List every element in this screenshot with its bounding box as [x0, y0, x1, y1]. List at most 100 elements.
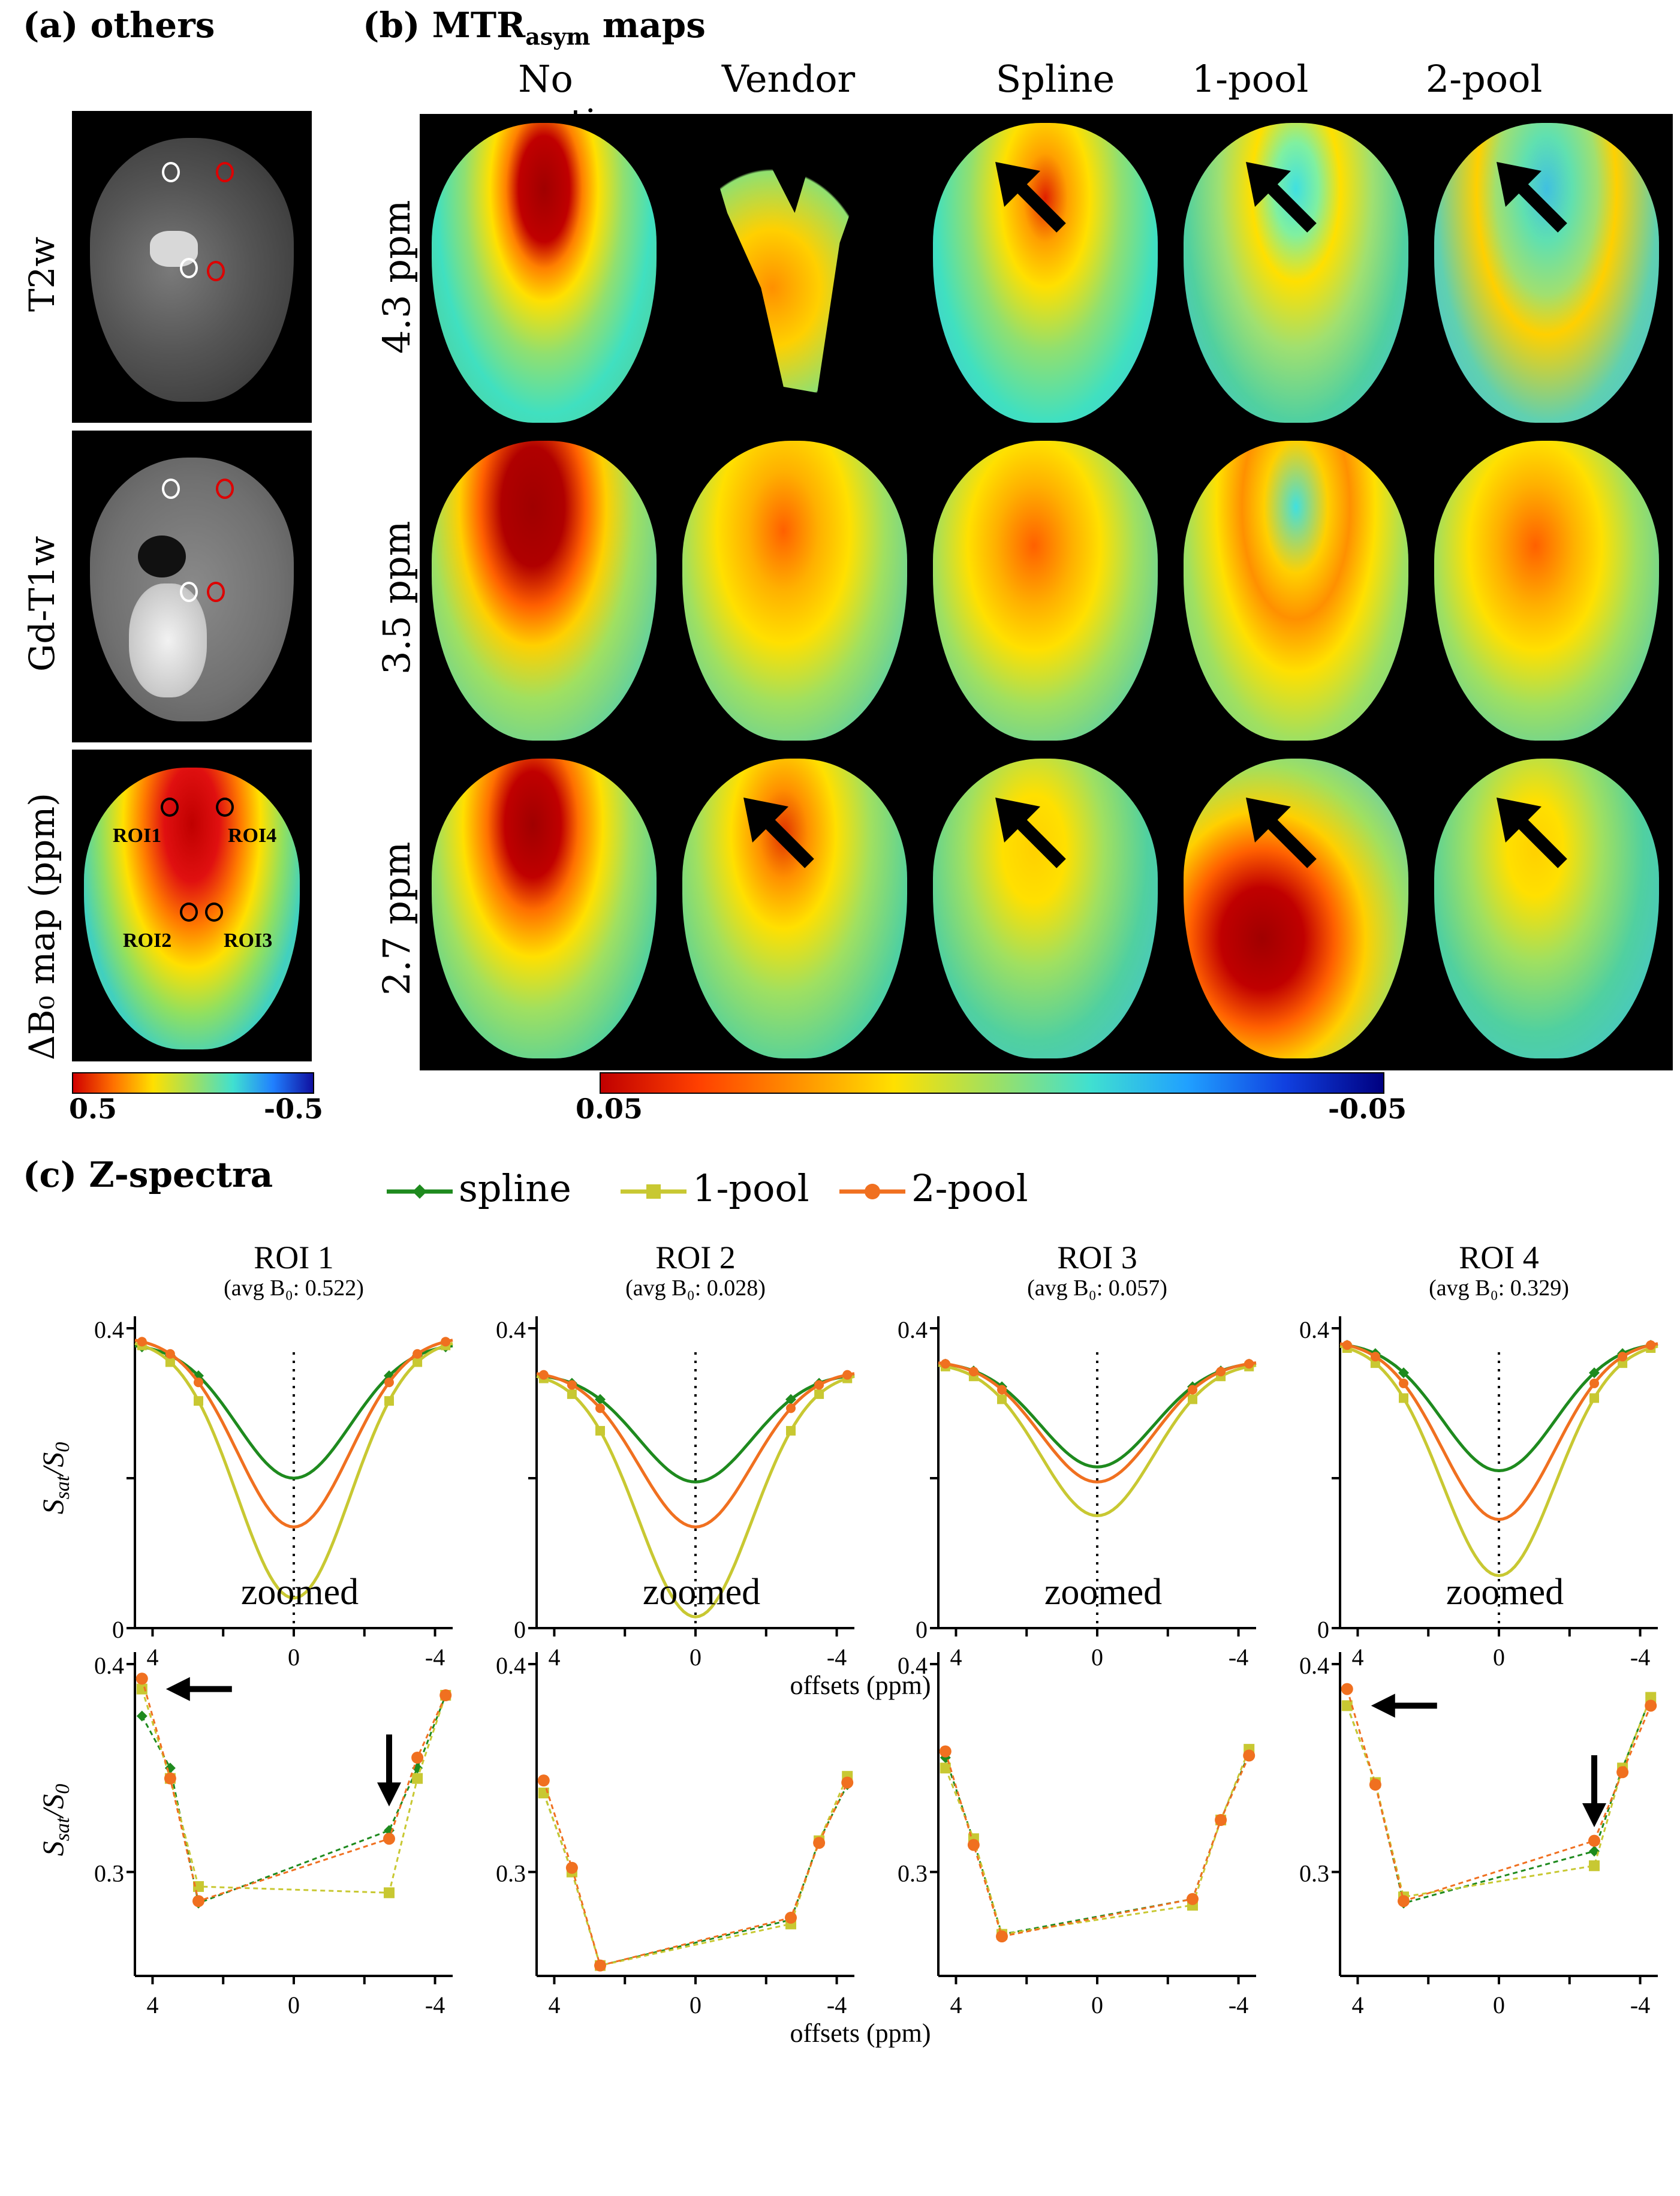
col-head-spline: Spline — [995, 57, 1115, 101]
roi-marker — [180, 903, 198, 922]
mtr-map-r2-c5 — [1434, 441, 1659, 741]
data-point-2-pool — [786, 1403, 796, 1413]
zoom-series-1-pool — [1346, 1696, 1652, 1898]
zoom-x-tick-label: 0 — [1091, 1992, 1103, 2018]
zoom-y-tick-label: 0.4 — [94, 1652, 124, 1679]
y-tick-label: 0.4 — [94, 1316, 124, 1343]
col-head-1-pool: 1-pool — [1191, 57, 1309, 101]
zoom-point-2-pool — [537, 1774, 550, 1787]
mtr-map-r2-c2 — [682, 441, 907, 741]
series-curve-spline — [536, 1374, 855, 1484]
zoom-point-2-pool — [1187, 1893, 1199, 1905]
mtr-map-r1-c5 — [1434, 123, 1659, 423]
zoom-x-tick-label: 4 — [548, 1992, 560, 2018]
zoom-point-2-pool — [594, 1959, 606, 1972]
zoom-title: zoomed — [1446, 1572, 1564, 1613]
zoom-point-2-pool — [967, 1839, 980, 1851]
series-curve-spline — [134, 1344, 453, 1480]
data-point-2-pool — [968, 1367, 979, 1377]
y-tick-label: 0.4 — [496, 1316, 526, 1343]
data-point-2-pool — [1370, 1352, 1380, 1362]
zoom-point-2-pool — [192, 1895, 204, 1908]
zoom-x-tick-label: 0 — [288, 1992, 300, 2018]
x-tick-label: -4 — [1630, 1644, 1650, 1671]
mtr-map-r1-c4 — [1184, 123, 1408, 423]
arrow-icon — [1497, 162, 1567, 233]
roi-marker — [207, 261, 225, 281]
roi-marker — [161, 798, 179, 817]
zoom-y-tick-label: 0.4 — [496, 1652, 526, 1679]
zoom-point-1-pool — [940, 1762, 951, 1774]
zoom-y-tick-label: 0.3 — [1299, 1860, 1329, 1887]
mtr-map-r2-c1 — [432, 441, 657, 741]
zoom-x-tick-label: -4 — [1630, 1992, 1650, 2018]
chart-title: ROI 4 — [1459, 1240, 1539, 1276]
mtr-map-r3-c2 — [682, 759, 907, 1058]
series-curve-1-pool — [134, 1341, 453, 1600]
zoom-point-2-pool — [939, 1745, 952, 1758]
legend-2pool-label: 2-pool — [911, 1166, 1028, 1210]
data-point-2-pool — [1244, 1359, 1254, 1369]
zoom-point-2-pool — [1341, 1683, 1353, 1695]
data-point-1-pool — [567, 1389, 577, 1399]
zoom-x-tick-label: 4 — [146, 1992, 158, 2018]
y-tick-label: 0 — [112, 1616, 124, 1643]
roi-marker — [216, 479, 234, 499]
zoom-point-spline — [136, 1710, 147, 1722]
zoom-series-1-pool — [141, 1689, 447, 1894]
x-tick-label: 4 — [548, 1644, 560, 1671]
chart-title: ROI 2 — [655, 1240, 736, 1276]
roi-marker — [205, 903, 223, 922]
data-point-1-pool — [194, 1396, 203, 1406]
x-tick-label: 0 — [1091, 1644, 1103, 1671]
zoom-point-2-pool — [1645, 1699, 1657, 1712]
data-point-2-pool — [384, 1377, 394, 1388]
roi-marker — [180, 582, 198, 602]
mtr-map-r1-c1 — [432, 123, 657, 423]
mtr-map-r2-c3 — [933, 441, 1158, 741]
arrow-icon — [377, 1782, 401, 1807]
zoom-point-2-pool — [565, 1861, 578, 1874]
zoom-series-1-pool — [543, 1776, 848, 1967]
zoom-point-1-pool — [136, 1683, 147, 1695]
y-axis-label: Ssat/S0 — [36, 1442, 74, 1515]
zoom-point-2-pool — [164, 1772, 176, 1785]
zoom-point-2-pool — [996, 1930, 1008, 1943]
zoom-title: zoomed — [643, 1572, 760, 1613]
y-tick-label: 0.4 — [898, 1316, 928, 1343]
mtr-map-r3-c5 — [1434, 759, 1659, 1058]
roi-marker — [216, 162, 234, 182]
zoom-x-tick-label: 0 — [1493, 1992, 1505, 2018]
data-point-1-pool — [1589, 1393, 1599, 1403]
x-tick-label: 4 — [950, 1644, 962, 1671]
colorbar-a-max: -0.5 — [264, 1093, 324, 1125]
zoom-series-2-pool — [543, 1780, 848, 1967]
zoom-point-1-pool — [384, 1887, 395, 1899]
arrow-icon — [1371, 1693, 1395, 1718]
series-curve-1-pool — [1339, 1344, 1658, 1578]
roi-marker — [162, 479, 180, 499]
zoom-point-2-pool — [1588, 1834, 1600, 1847]
legend-1pool-label: 1-pool — [693, 1166, 809, 1210]
roi3-label: ROI3 — [224, 929, 273, 952]
zoom-y-tick-label: 0.3 — [94, 1860, 124, 1887]
data-point-2-pool — [940, 1359, 950, 1369]
zoom-series-2-pool — [944, 1751, 1250, 1938]
x-axis-label: offsets (ppm) — [790, 1671, 931, 1700]
b0-map-image: ROI1 ROI4 ROI2 ROI3 — [72, 750, 312, 1061]
zoom-y-tick-label: 0.3 — [898, 1860, 928, 1887]
zoom-point-2-pool — [1616, 1766, 1629, 1779]
legend-1pool-marker — [646, 1184, 661, 1199]
colorbar-a-min: 0.5 — [69, 1093, 118, 1125]
data-point-2-pool — [137, 1337, 147, 1347]
series-curve-2-pool — [536, 1372, 855, 1529]
data-point-2-pool — [165, 1349, 175, 1359]
colorbar-a — [72, 1072, 314, 1094]
zoom-point-2-pool — [439, 1689, 452, 1701]
arrow-icon — [995, 798, 1066, 868]
mtr-map-r2-c4 — [1184, 441, 1408, 741]
zoom-x-axis-label: offsets (ppm) — [790, 2018, 931, 2048]
arrow-icon — [1582, 1803, 1606, 1827]
mtr-map-r1-c3 — [933, 123, 1158, 423]
data-point-1-pool — [413, 1357, 423, 1367]
